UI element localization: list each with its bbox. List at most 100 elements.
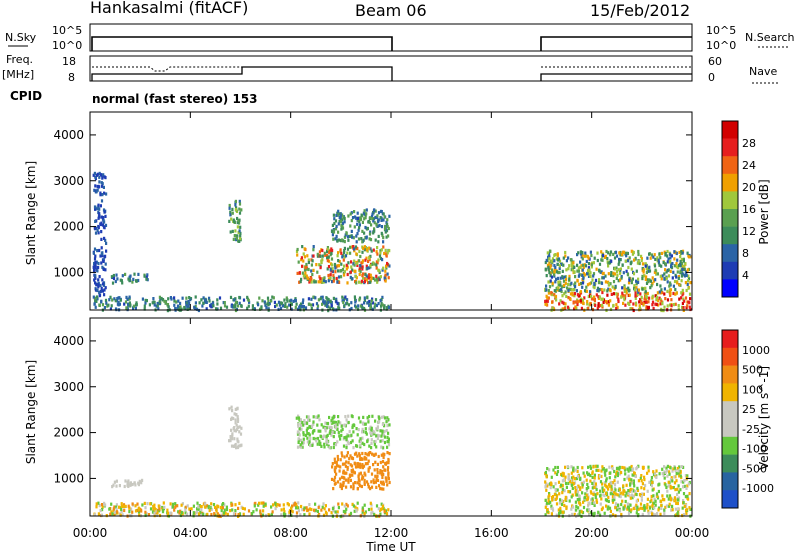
freq-tick-bottom: 8	[68, 71, 75, 84]
power-echo-cell	[317, 280, 320, 284]
power-echo-cell	[640, 295, 643, 299]
power-echo-cell	[670, 254, 673, 258]
y-tick-label: 4000	[53, 128, 84, 142]
velocity-echo-cell	[561, 491, 564, 495]
velocity-echo-cell	[634, 505, 637, 509]
power-echo-cell	[653, 264, 657, 268]
velocity-echo-cell	[352, 470, 355, 474]
velocity-echo-cell	[349, 454, 352, 458]
velocity-echo-cell	[555, 513, 558, 517]
velocity-echo-cell	[352, 485, 355, 489]
power-echo-cell	[663, 287, 666, 291]
power-echo-cell	[670, 304, 673, 308]
velocity-echo-cell	[336, 458, 340, 462]
power-echo-cell	[343, 255, 346, 259]
velocity-echo-cell	[330, 477, 334, 481]
velocity-echo-cell	[311, 431, 314, 435]
power-echo-cell	[683, 299, 686, 303]
power-echo-cell	[314, 280, 317, 284]
velocity-echo-cell	[686, 494, 689, 498]
power-echo-cell	[344, 254, 348, 258]
power-echo-cell	[681, 301, 684, 305]
power-echo-cell	[158, 295, 161, 299]
power-echo-cell	[152, 300, 155, 304]
power-echo-cell	[635, 286, 638, 290]
velocity-echo-cell	[262, 509, 265, 513]
velocity-echo-cell	[622, 507, 625, 511]
velocity-echo-cell	[639, 502, 643, 506]
velocity-echo-cell	[367, 507, 371, 512]
power-echo-cell	[103, 288, 106, 292]
velocity-echo-cell	[544, 480, 547, 484]
power-echo-cell	[360, 213, 363, 217]
power-echo-cell	[346, 301, 349, 305]
power-echo-cell	[687, 277, 691, 281]
power-echo-cell	[356, 211, 359, 215]
velocity-echo-cell	[219, 505, 222, 510]
velocity-echo-cell	[339, 437, 342, 441]
power-echo-cell	[365, 208, 368, 212]
power-echo-cell	[298, 271, 301, 275]
velocity-echo-cell	[295, 511, 299, 515]
power-echo-cell	[379, 299, 382, 303]
power-echo-cell	[158, 302, 161, 306]
velocity-echo-cell	[591, 497, 594, 501]
velocity-echo-cell	[665, 485, 668, 489]
power-echo-cell	[332, 307, 335, 311]
velocity-echo-cell	[635, 499, 638, 503]
power-echo-cell	[127, 297, 131, 301]
velocity-echo-cell	[220, 513, 224, 517]
velocity-echo-cell	[377, 454, 380, 459]
power-echo-cell	[179, 305, 182, 309]
velocity-echo-cell	[115, 484, 118, 488]
power-echo-cell	[341, 255, 344, 259]
power-echo-cell	[322, 280, 325, 284]
velocity-echo-cell	[621, 499, 624, 503]
power-echo-cell	[181, 296, 184, 300]
velocity-echo-cell	[334, 481, 337, 485]
power-echo-cell	[239, 231, 242, 235]
velocity-echo-cell	[328, 415, 331, 420]
velocity-echo-cell	[312, 422, 315, 426]
velocity-echo-cell	[99, 509, 102, 513]
velocity-echo-cell	[593, 511, 596, 515]
colorbar-tick-label: 100	[742, 383, 763, 396]
power-echo-cell	[643, 297, 646, 301]
velocity-echo-cell	[305, 506, 308, 510]
velocity-echo-cell	[144, 513, 147, 517]
power-echo-cell	[590, 265, 593, 269]
velocity-echo-cell	[297, 422, 300, 426]
power-echo-cell	[98, 180, 101, 184]
power-echo-cell	[565, 294, 568, 298]
velocity-echo-cell	[684, 474, 687, 478]
velocity-echo-cell	[653, 497, 656, 501]
velocity-echo-cell	[357, 474, 360, 478]
velocity-echo-cell	[305, 415, 309, 419]
power-echo-cell	[641, 274, 644, 278]
power-echo-cell	[385, 229, 389, 233]
velocity-echo-cell	[358, 462, 362, 466]
power-echo-cell	[618, 251, 621, 255]
power-echo-cell	[628, 302, 631, 306]
power-echo-cell	[100, 286, 103, 290]
velocity-echo-cell	[603, 470, 607, 474]
power-echo-cell	[100, 252, 103, 256]
power-echo-cell	[105, 301, 108, 305]
power-echo-cell	[638, 306, 641, 310]
power-echo-cell	[103, 175, 106, 179]
velocity-echo-cell	[317, 429, 320, 433]
power-echo-cell	[645, 295, 648, 299]
velocity-echo-cell	[153, 507, 156, 511]
velocity-echo-cell	[358, 472, 361, 476]
colorbar-tick-label: 12	[742, 225, 756, 238]
power-echo-cell	[685, 306, 688, 310]
velocity-echo-cell	[307, 415, 310, 419]
power-echo-cell	[94, 260, 97, 264]
power-echo-cell	[360, 305, 364, 309]
velocity-echo-cell	[578, 497, 581, 501]
power-echo-cell	[247, 298, 250, 302]
power-echo-cell	[97, 265, 100, 270]
power-echo-cell	[104, 238, 107, 242]
velocity-echo-cell	[119, 513, 122, 517]
power-echo-cell	[99, 204, 102, 208]
